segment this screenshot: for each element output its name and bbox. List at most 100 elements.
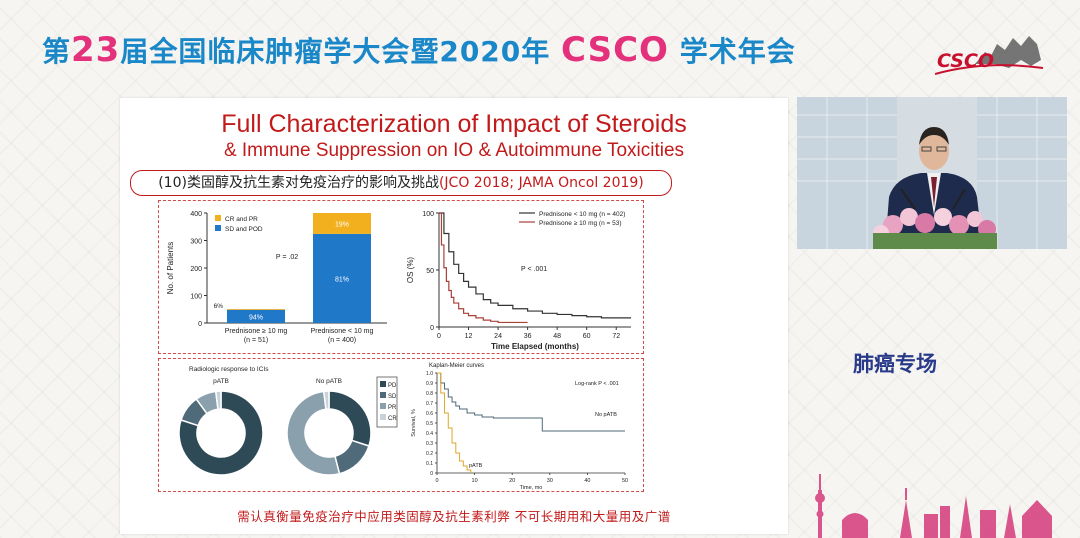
bar-data-label: 6% [214, 303, 224, 310]
bar-y-label: No. of Patients [166, 242, 175, 294]
km-x-label: Time, mo [520, 485, 543, 491]
os-x-tick-label: 24 [494, 333, 502, 340]
bar-category-label: (n = 400) [328, 337, 356, 344]
slide-title-line1: Full Characterization of Impact of Stero… [221, 110, 687, 138]
pie-title: Radiologic response to ICIs [189, 366, 269, 373]
km-y-tick-label: 0.2 [426, 451, 433, 457]
km-x-tick-label: 50 [622, 478, 628, 484]
km-y-tick-label: 0.4 [426, 431, 433, 437]
bottom-panel: Radiologic response to ICIs pATB No pATB PD… [158, 358, 644, 492]
bar-data-label: 19% [335, 221, 349, 228]
km-x-tick-label: 30 [547, 478, 553, 484]
pie-legend-label: PR [388, 405, 397, 411]
bar-legend-label: SD and POD [225, 226, 263, 233]
km-y-tick-label: 0.3 [426, 441, 433, 447]
title-part1: 第 [42, 35, 72, 68]
os-y-label: OS (%) [406, 257, 415, 284]
section-label: 肺癌专场 [853, 352, 937, 376]
os-chart: 0 50 100 0 12 24 36 48 60 72 Time Elapsed (months)… [406, 211, 631, 351]
pie-legend-swatch [380, 381, 386, 387]
donut-slice [214, 390, 222, 411]
pie-legend-label: PD [388, 383, 397, 389]
km-x-tick-label: 0 [435, 478, 438, 484]
city-skyline-decoration [815, 474, 1052, 538]
donut-slice [322, 390, 330, 411]
title-part3: 学术年会 [679, 35, 796, 68]
os-x-tick-label: 48 [553, 333, 561, 340]
bar-y-tick-label: 300 [190, 239, 202, 246]
slide-title-line2: & Immune Suppression on IO & Autoimmune … [223, 140, 685, 161]
bar-y-tick-label: 400 [190, 211, 202, 218]
km-curve-patb [437, 372, 472, 473]
great-wall-icon [934, 36, 1044, 75]
speaker-head [919, 132, 949, 170]
subtitle-main: (10)类固醇及抗生素对免疫治疗的影响及挑战 [158, 175, 439, 191]
donut-slice [328, 390, 372, 447]
pie-legend-label: CR [388, 416, 397, 422]
pie-chart-label: pATB [213, 378, 229, 385]
os-x-tick-label: 0 [437, 333, 441, 340]
os-x-tick-label: 72 [612, 333, 620, 340]
bar-segment [313, 233, 371, 323]
km-y-tick-label: 0.8 [426, 391, 433, 397]
km-y-tick-label: 0 [430, 471, 433, 477]
bar-annotation: P = .02 [276, 254, 298, 261]
bar-segment [227, 309, 285, 323]
conference-title: 第23届全国临床肿瘤学大会暨2020年 CSCO 学术年会 [42, 30, 796, 70]
csco-logo: CSCO [934, 30, 1045, 82]
pie-legend-label: SD [388, 394, 397, 400]
km-x-tick-label: 20 [509, 478, 515, 484]
km-y-tick-label: 0.5 [426, 421, 433, 427]
km-curve-no-patb [437, 372, 625, 432]
subtitle-citation: (JCO 2018; JAMA Oncol 2019) [438, 175, 644, 191]
km-y-tick-label: 0.9 [426, 381, 433, 387]
title-part2: 届全国临床肿瘤学大会暨2020年 [120, 35, 551, 68]
speaker-video [797, 97, 1067, 249]
os-annotation: P < .001 [521, 266, 547, 273]
os-curve-high-dose [439, 212, 528, 324]
donut-charts: Radiologic response to ICIs pATB No pATB PD… [178, 366, 398, 476]
bottom-note: 需认真衡量免疫治疗中应用类固醇及抗生素利弊 不可长期用和大量用及广谱 [237, 509, 671, 524]
presentation-slide: Full Characterization of Impact of Stero… [120, 98, 788, 534]
os-y-tick-label: 100 [422, 211, 434, 218]
km-chart: Kaplan-Meier curves 0 0.1 0.2 0.3 0.4 0.5 0.6 0.… [411, 363, 628, 491]
os-x-tick-label: 36 [524, 333, 532, 340]
os-x-label: Time Elapsed (months) [491, 342, 579, 351]
donut-slice [286, 390, 341, 476]
logo-text: CSCO [937, 50, 995, 72]
title-number: 23 [71, 30, 121, 70]
km-annotation: Log-rank P < .001 [575, 381, 619, 387]
bar-segment [227, 308, 285, 310]
bar-y-tick-label: 100 [190, 294, 202, 301]
bar-category-label: Prednisone < 10 mg [311, 328, 374, 335]
bar-data-label: 94% [249, 314, 263, 321]
bar-y-tick-label: 200 [190, 266, 202, 273]
donut-slice [178, 390, 264, 476]
pie-chart-label: No pATB [316, 378, 342, 385]
km-series-label: pATB [469, 463, 483, 469]
km-series-label: No pATB [595, 412, 617, 418]
os-x-tick-label: 60 [583, 333, 591, 340]
title-brand: CSCO [561, 30, 669, 70]
subtitle-box: (10)类固醇及抗生素对免疫治疗的影响及挑战(JCO 2018; JAMA On… [130, 170, 672, 196]
os-y-tick-label: 0 [430, 325, 434, 332]
km-y-label: Survival, % [411, 409, 417, 437]
bar-category-label: Prednisone ≥ 10 mg [225, 328, 288, 335]
bar-legend-label: CR and PR [225, 216, 258, 223]
os-legend-label: Prednisone ≥ 10 mg (n = 53) [539, 220, 622, 227]
os-legend-label: Prednisone < 10 mg (n = 402) [539, 211, 625, 218]
pie-legend-box [376, 376, 398, 428]
km-y-tick-label: 0.6 [426, 411, 433, 417]
bar-y-tick-label: 0 [198, 321, 202, 328]
pie-legend-swatch [380, 392, 386, 398]
bar-legend-swatch [215, 225, 221, 231]
km-y-tick-label: 0.1 [426, 461, 433, 467]
os-y-tick-label: 50 [426, 268, 434, 275]
km-title: Kaplan-Meier curves [429, 363, 484, 369]
km-y-tick-label: 0.7 [426, 401, 433, 407]
donut-slice [334, 439, 370, 475]
flowers [873, 208, 997, 249]
km-y-tick-label: 1.0 [426, 371, 433, 377]
pie-legend-swatch [380, 414, 386, 420]
os-x-tick-label: 12 [465, 333, 473, 340]
